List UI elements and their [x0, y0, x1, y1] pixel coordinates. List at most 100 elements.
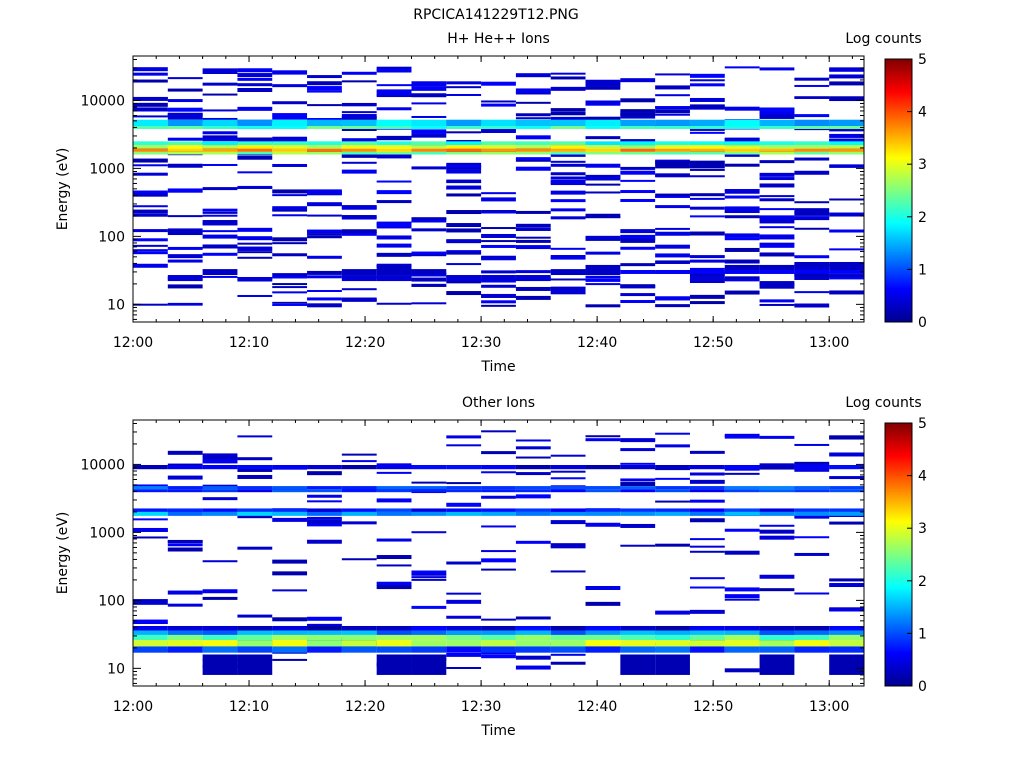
heatmap-cell	[759, 243, 795, 248]
heatmap-cell	[481, 654, 516, 659]
heatmap-cell	[689, 148, 725, 152]
heatmap-cell	[759, 630, 795, 635]
heatmap-cell	[376, 581, 412, 586]
heatmap-cell	[829, 452, 864, 457]
heatmap-cell	[620, 78, 656, 83]
heatmap-cell	[307, 86, 342, 91]
heatmap-cell	[689, 97, 725, 102]
colorbar-tick-label: 5	[918, 52, 927, 68]
heatmap-cell	[133, 205, 168, 208]
heatmap-cell	[376, 564, 412, 567]
heatmap-cell	[724, 237, 760, 241]
heatmap-cell	[585, 601, 621, 606]
heatmap-cell	[376, 226, 412, 229]
heatmap-cell	[829, 578, 864, 582]
heatmap-cell	[376, 463, 412, 467]
x-tick-label: 12:20	[345, 335, 385, 351]
heatmap-cell	[272, 634, 308, 641]
heatmap-cell	[550, 153, 586, 157]
heatmap-cell	[202, 148, 238, 152]
colorbar-tick-label: 5	[918, 416, 927, 432]
heatmap-cell	[481, 244, 516, 248]
heatmap-cell	[689, 294, 725, 299]
heatmap-cell	[133, 126, 168, 129]
heatmap-cell	[481, 486, 516, 490]
heatmap-cell	[724, 465, 760, 470]
heatmap-cell	[133, 622, 168, 625]
heatmap-cell	[585, 435, 621, 438]
heatmap-cell	[515, 465, 551, 470]
y-tick-label: 10	[107, 297, 125, 313]
heatmap-cell	[724, 195, 760, 199]
heatmap-cell	[133, 251, 168, 255]
heatmap-cell	[481, 145, 516, 149]
heatmap-cell	[585, 176, 621, 181]
colorbar-tick-label: 3	[918, 157, 927, 173]
heatmap-cell	[167, 228, 203, 233]
heatmap-cell	[515, 489, 551, 493]
heatmap-cell	[550, 216, 586, 220]
heatmap-cell	[133, 148, 168, 152]
heatmap-cell	[481, 646, 516, 653]
heatmap-cell	[829, 81, 864, 86]
heatmap-cell	[411, 284, 447, 287]
heatmap-cell	[446, 223, 482, 228]
heatmap-cell	[411, 81, 447, 86]
heatmap-cell	[341, 558, 377, 561]
heatmap-cell	[341, 169, 377, 174]
heatmap-cell	[724, 550, 760, 555]
heatmap-cell	[689, 141, 725, 146]
heatmap-cell	[724, 472, 760, 475]
heatmap-cell	[689, 215, 725, 218]
heatmap-cell	[307, 630, 342, 635]
heatmap-cell	[446, 263, 482, 266]
heatmap-cell	[272, 301, 308, 304]
heatmap-cell	[829, 654, 864, 675]
heatmap-cell	[481, 300, 516, 304]
heatmap-cell	[341, 640, 377, 647]
heatmap-cell	[515, 270, 551, 274]
heatmap-cell	[237, 83, 273, 87]
heatmap-cell	[133, 172, 168, 176]
heatmap-cell	[202, 489, 238, 493]
heatmap-cell	[829, 640, 864, 647]
heatmap-cell	[655, 205, 690, 209]
heatmap-cell	[411, 605, 447, 609]
heatmap-cell	[376, 269, 412, 276]
heatmap-cell	[794, 126, 830, 129]
heatmap-cell	[272, 206, 308, 211]
heatmap-cell	[202, 646, 238, 653]
heatmap-cell	[794, 630, 830, 635]
heatmap-cell	[585, 511, 621, 516]
heatmap-cell	[759, 234, 795, 239]
heatmap-cell	[411, 465, 447, 470]
colorbar-tick-label: 0	[918, 679, 927, 695]
heatmap-cell	[167, 590, 203, 595]
heatmap-cell	[550, 570, 586, 573]
x-tick-label: 13:00	[809, 335, 849, 351]
heatmap-cell	[689, 472, 725, 476]
heatmap-cell	[202, 234, 238, 239]
heatmap-cell	[411, 646, 447, 653]
heatmap-cell	[689, 630, 725, 635]
heatmap-cell	[759, 299, 795, 303]
heatmap-cell	[272, 658, 308, 661]
heatmap-cell	[794, 511, 830, 516]
heatmap-cell	[202, 461, 238, 464]
heatmap-cell	[829, 290, 864, 295]
heatmap-cell	[167, 145, 203, 149]
heatmap-cell	[620, 112, 656, 116]
heatmap-cell	[307, 229, 342, 233]
heatmap-cell	[376, 141, 412, 146]
heatmap-cell	[655, 94, 690, 97]
heatmap-cell	[341, 161, 377, 164]
heatmap-cell	[237, 148, 273, 152]
heatmap-cell	[202, 630, 238, 635]
heatmap-cell	[759, 226, 795, 229]
heatmap-cell	[515, 135, 551, 140]
heatmap-cell	[794, 148, 830, 152]
heatmap-cell	[446, 193, 482, 197]
heatmap-cell	[167, 646, 203, 653]
x-tick-label: 12:10	[229, 335, 269, 351]
heatmap-cell	[759, 252, 795, 257]
